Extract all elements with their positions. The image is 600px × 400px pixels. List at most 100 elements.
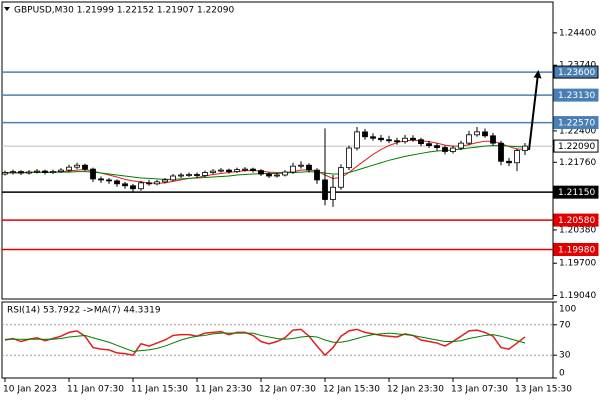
candle-body: [306, 164, 312, 171]
x-tick-label: 11 Jan 23:30: [195, 385, 252, 395]
candle-body: [394, 140, 400, 143]
level-label-box: [553, 116, 599, 130]
rsi-line: [5, 332, 526, 352]
rsi-line: [4, 328, 526, 357]
candle-body: [514, 150, 520, 164]
x-tick-label: 11 Jan 07:30: [67, 385, 124, 395]
candle-body: [242, 168, 248, 171]
level-label: 1.22570: [558, 119, 595, 129]
y-tick-label: 1.21760: [559, 158, 596, 168]
y-tick-label: 1.19040: [559, 291, 596, 301]
candle-body: [346, 147, 352, 169]
candle-body: [330, 186, 336, 200]
candle-body: [2, 172, 8, 175]
candle-body: [58, 169, 64, 172]
y-tick-label: 70: [559, 320, 571, 330]
level-label: 1.23130: [558, 91, 595, 101]
candle-body: [490, 135, 496, 144]
candle-body: [522, 145, 528, 151]
candle-body: [226, 169, 232, 172]
candle-body: [274, 174, 280, 177]
candle-body: [90, 168, 96, 180]
candle-body: [450, 147, 456, 152]
candle-body: [362, 131, 368, 138]
candle-body: [10, 171, 16, 173]
candle-body: [26, 171, 32, 174]
candle-body: [474, 131, 480, 136]
candle-body: [418, 139, 424, 145]
menu-triangle: [4, 7, 10, 11]
x-tick-label: 13 Jan 07:30: [451, 385, 508, 395]
candle-body: [74, 164, 80, 168]
candle-body: [410, 137, 416, 141]
candle-body: [138, 182, 144, 190]
candle-body: [50, 171, 56, 173]
candle-body: [66, 166, 72, 171]
rsi-title: RSI(14) 53.7922 ->MA(7) 44.3319: [7, 306, 161, 316]
candle-body: [114, 180, 120, 185]
candle-body: [266, 173, 272, 177]
candle-body: [442, 147, 448, 152]
candle-body: [98, 178, 104, 181]
level-label-box: [553, 185, 599, 199]
candle-body: [386, 139, 392, 142]
candle-body: [250, 168, 256, 171]
candle-body: [370, 136, 376, 139]
last-price-box: [553, 139, 599, 153]
candle-body: [122, 183, 128, 187]
candle-body: [218, 169, 224, 172]
y-tick-label: 1.22400: [559, 126, 596, 136]
candle-body: [34, 170, 40, 173]
y-tick-label: 1.24400: [559, 28, 596, 38]
x-tick-label: 12 Jan 15:30: [323, 385, 380, 395]
candle-body: [322, 179, 328, 200]
y-tick-label: 30: [559, 351, 571, 361]
candle-body: [210, 170, 216, 173]
candle-body: [290, 165, 296, 173]
candle-body: [202, 172, 208, 176]
last-price-label: 1.22090: [558, 142, 595, 152]
candle-body: [258, 170, 264, 175]
candle-body: [354, 131, 360, 149]
chart-title: GBPUSD,M30 1.21999 1.22152 1.21907 1.220…: [14, 6, 234, 16]
candle-body: [434, 145, 440, 148]
candle-body: [146, 182, 152, 185]
rsi-pane: [1, 301, 554, 379]
candle-body: [314, 169, 320, 181]
level-label-box: [553, 213, 599, 227]
level-label-box: [553, 65, 599, 79]
level-label-box: [553, 243, 599, 256]
x-tick-label: 10 Jan 2023: [3, 385, 57, 395]
level-label: 1.21150: [558, 188, 595, 198]
price-pane: [1, 1, 554, 300]
candle-body: [498, 142, 504, 162]
level-label: 1.19980: [558, 246, 595, 256]
candle-body: [18, 171, 24, 174]
candle-body: [466, 134, 472, 144]
candle-body: [42, 170, 48, 173]
candle-body: [458, 142, 464, 149]
candle-body: [170, 175, 176, 181]
candle-body: [402, 137, 408, 143]
candle-body: [154, 181, 160, 185]
candle-body: [282, 171, 288, 176]
candle-body: [130, 185, 136, 190]
x-tick-label: 12 Jan 23:30: [387, 385, 444, 395]
x-tick-label: 13 Jan 15:30: [515, 385, 572, 395]
candle-body: [178, 174, 184, 177]
y-tick-label: 100: [559, 305, 576, 315]
candle-body: [162, 179, 168, 183]
candle-body: [426, 143, 432, 146]
candle-body: [482, 131, 488, 137]
level-label: 1.20580: [558, 216, 595, 226]
level-label-box: [553, 88, 599, 102]
arrow: [528, 70, 542, 151]
candle-body: [234, 169, 240, 172]
candle-body: [338, 167, 344, 188]
candle-body: [186, 174, 192, 176]
candle-body: [82, 164, 88, 170]
x-tick-label: 12 Jan 07:30: [259, 385, 316, 395]
candle-body: [378, 137, 384, 141]
y-tick-label: 0: [559, 369, 565, 379]
candle-body: [298, 164, 304, 167]
